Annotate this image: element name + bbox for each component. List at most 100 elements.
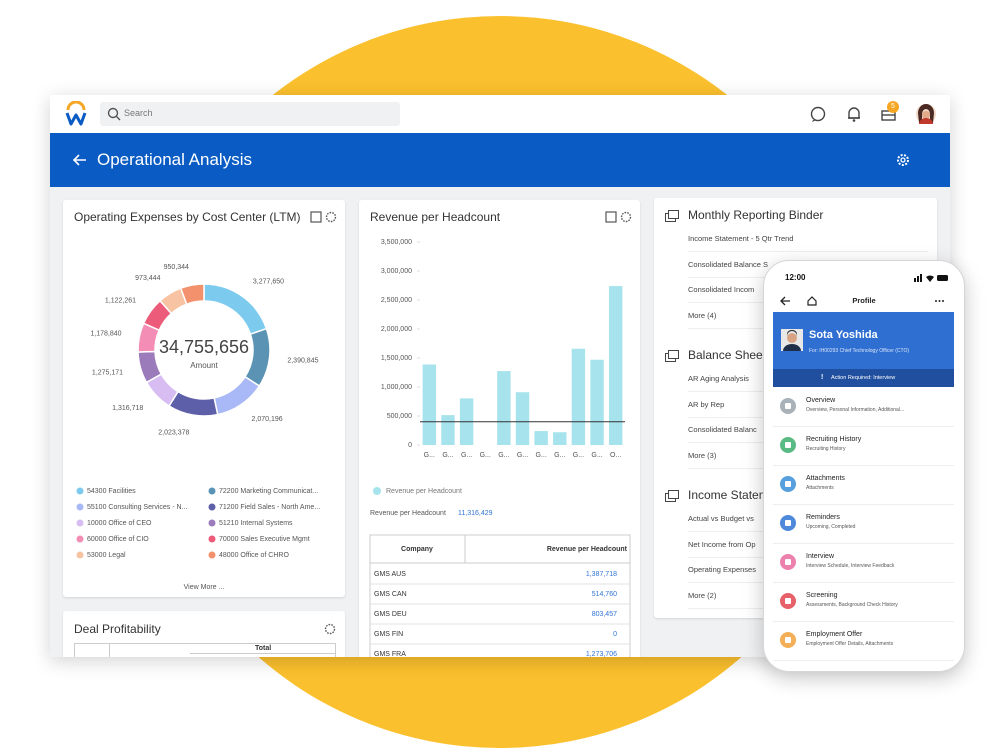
binder-item[interactable]: AR by Rep xyxy=(688,399,725,409)
row-icon-inner xyxy=(785,598,791,604)
x-tick-label: G... xyxy=(480,452,491,459)
slice-label: 973,444 xyxy=(135,275,160,282)
slice-label: 950,344 xyxy=(164,264,189,271)
status-time: 12:00 xyxy=(785,273,806,282)
slice-label: 2,070,196 xyxy=(252,416,283,423)
profile-row[interactable]: Attachments Attachments xyxy=(773,466,954,505)
profile-row[interactable]: Interview Interview Schedule, Interview F… xyxy=(773,544,954,583)
divider xyxy=(190,653,335,654)
phone-nav xyxy=(780,296,944,306)
section-title: Monthly Reporting Binder xyxy=(688,208,824,222)
row-title: Screening xyxy=(806,592,838,599)
row-subtitle: Overview, Personal Information, Addition… xyxy=(806,407,905,413)
profile-row[interactable]: Recruiting History Recruiting History xyxy=(773,427,954,466)
binder-item[interactable]: Actual vs Budget vs xyxy=(688,514,754,523)
legend-label: 51210 Internal Systems xyxy=(219,520,293,527)
more-link[interactable]: More (3) xyxy=(688,451,717,461)
card-title: Deal Profitability xyxy=(74,622,161,636)
phone: 12:00 Profile Sota Yoshida For: IH00293 … xyxy=(763,260,965,672)
table-cell: GMS AUS xyxy=(374,571,406,578)
top-bar: Search 5 xyxy=(50,95,950,133)
section-title: Balance Sheet xyxy=(688,348,767,362)
nav-title: Profile xyxy=(852,296,876,305)
search-icon xyxy=(107,107,121,121)
more-link[interactable]: More (2) xyxy=(688,591,717,601)
search-box[interactable]: Search xyxy=(100,102,400,126)
table-cell: 1,387,718 xyxy=(586,571,617,578)
row-subtitle: Upcoming, Completed xyxy=(806,524,856,530)
donut-chart: 3,277,650 2,390,845 2,070,196 2,023,378 1,31… xyxy=(76,211,337,559)
profile-row[interactable]: Reminders Upcoming, Completed xyxy=(773,505,954,544)
column-header: Company xyxy=(401,546,433,553)
banner: Operational Analysis xyxy=(50,133,950,187)
more-link[interactable]: More (4) xyxy=(688,311,717,321)
row-title: Employment Offer xyxy=(806,631,863,638)
x-tick-label: G... xyxy=(591,452,602,459)
bar-chart: 0 500,000 1,000,000 1,500,000 2,000,000 2,500… xyxy=(369,211,632,657)
back-arrow[interactable] xyxy=(72,153,88,167)
card-tools[interactable] xyxy=(310,211,337,223)
bar xyxy=(422,364,437,445)
x-tick-label: G... xyxy=(442,452,453,459)
binder-item[interactable]: Operating Expenses xyxy=(688,565,756,575)
binder-item[interactable]: Income Statement - 5 Qtr Trend xyxy=(688,234,794,243)
section-title: Income Statem xyxy=(688,488,769,502)
x-tick-label: G... xyxy=(535,452,546,459)
expenses-card: Operating Expenses by Cost Center (LTM) … xyxy=(63,200,345,597)
slice-label: 2,390,845 xyxy=(287,357,318,364)
binder-item[interactable]: Net Income from Op xyxy=(688,539,756,549)
x-tick-label: G... xyxy=(461,452,472,459)
legend-label: 10000 Office of CEO xyxy=(87,520,152,527)
profile-header: Sota Yoshida For: IH00293 Chief Technolo… xyxy=(773,312,954,387)
row-icon-inner xyxy=(785,520,791,526)
settings-icon[interactable] xyxy=(323,622,337,636)
binder-icon xyxy=(668,490,679,499)
y-tick-label: 2,000,000 xyxy=(381,326,412,333)
table-cell: GMS FIN xyxy=(374,631,403,638)
card-tools[interactable] xyxy=(605,211,632,223)
x-tick-label: G... xyxy=(573,452,584,459)
legend-swatch xyxy=(208,503,216,511)
binder-item[interactable]: AR Aging Analysis xyxy=(688,374,749,383)
profile-row[interactable]: Screening Assessments, Background Check H… xyxy=(773,583,954,622)
divider xyxy=(109,644,110,657)
legend-swatch xyxy=(208,535,216,543)
profile-row[interactable]: Overview Overview, Personal Information, … xyxy=(773,388,954,427)
row-subtitle: Employment Offer Details, Attachments xyxy=(806,641,894,647)
legend-swatch xyxy=(208,551,216,559)
legend-swatch xyxy=(76,551,84,559)
back[interactable] xyxy=(780,296,790,306)
home[interactable] xyxy=(807,296,817,306)
x-tick-label: G... xyxy=(554,452,565,459)
binder-item[interactable]: Consolidated Incom xyxy=(688,285,755,295)
bell-icon[interactable] xyxy=(844,104,864,124)
donut-slice xyxy=(213,375,261,416)
legend-swatch xyxy=(208,487,216,495)
bar xyxy=(590,359,604,445)
donut-total: 34,755,656 xyxy=(159,337,249,357)
bar xyxy=(534,431,548,445)
legend-label: 55100 Consulting Services - N... xyxy=(87,504,187,511)
row-icon-inner xyxy=(785,403,791,409)
legend-swatch xyxy=(76,503,84,511)
view-more[interactable]: View More ... xyxy=(183,584,225,591)
profile-row[interactable]: Employment Offer Employment Offer Details… xyxy=(773,622,954,661)
settings-icon[interactable] xyxy=(896,153,910,167)
profile-list: Overview Overview, Personal Information, … xyxy=(773,388,954,671)
row-title: Overview xyxy=(806,397,836,404)
donut-slice xyxy=(179,283,205,306)
legend-swatch xyxy=(76,519,84,527)
legend-swatch xyxy=(76,487,84,495)
user-avatar[interactable] xyxy=(915,103,937,125)
binder-item[interactable]: Consolidated Balanc xyxy=(688,425,757,435)
table-cell: 514,760 xyxy=(592,591,617,598)
action-bar[interactable]: ! Action Required: Interview xyxy=(773,369,954,387)
more[interactable] xyxy=(935,300,944,302)
row-icon-inner xyxy=(785,637,791,643)
bar xyxy=(515,392,530,445)
binder-item[interactable]: Consolidated Balance S xyxy=(688,259,769,269)
row-title: Reminders xyxy=(806,514,840,521)
chat-icon[interactable] xyxy=(808,104,828,124)
table-cell: 1,273,706 xyxy=(586,651,617,657)
